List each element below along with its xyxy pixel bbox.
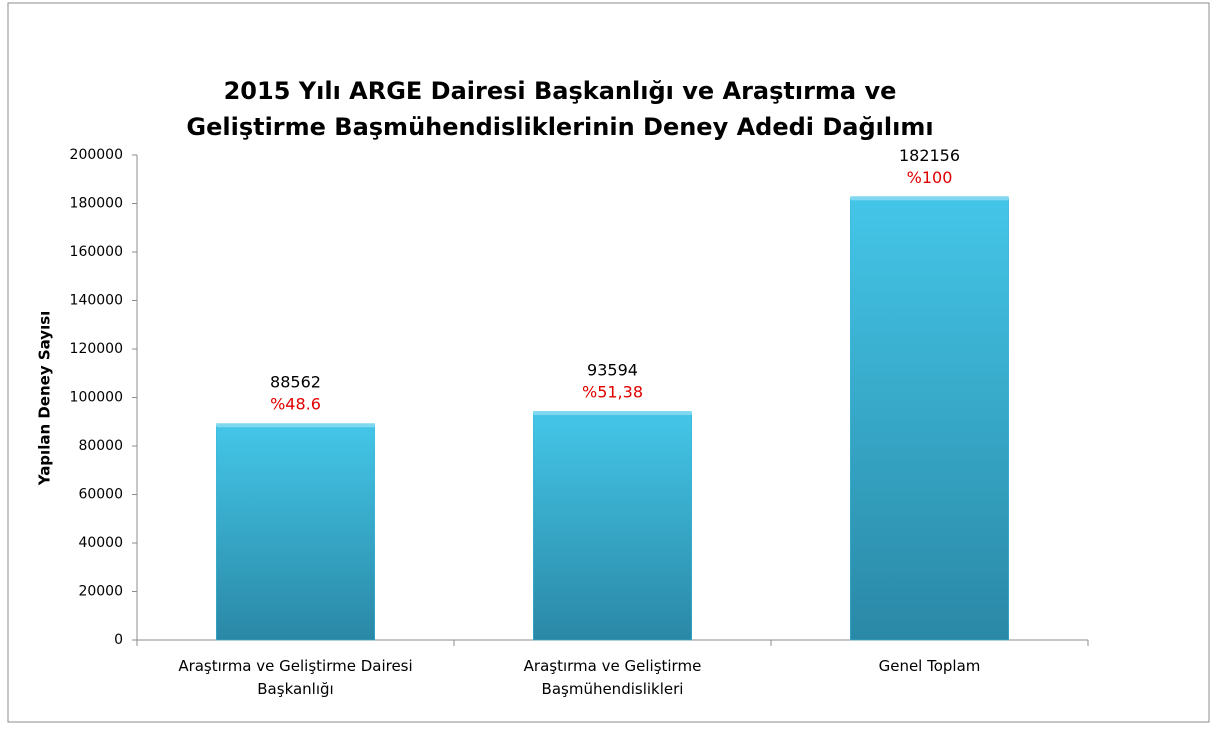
y-tick-label: 60000 [78,487,123,503]
y-tick-label: 140000 [70,293,123,309]
y-tick-label: 200000 [70,147,123,163]
x-tick-label: Genel Toplam [878,657,981,675]
y-axis-label: Yapılan Deney Sayısı [36,311,54,487]
chart-title: 2015 Yılı ARGE Dairesi Başkanlığı ve Ara… [186,77,934,141]
value-label: 182156 [899,146,960,165]
y-tick-label: 20000 [78,584,123,600]
y-tick-label: 80000 [78,438,123,454]
y-tick-label: 0 [114,632,123,648]
percent-label: %100 [907,168,953,187]
y-tick-label: 160000 [70,244,123,260]
x-tick-label: Araştırma ve Geliştirme Dairesi Başkanlı… [178,657,413,698]
bar-cap [850,196,1009,201]
value-label: 88562 [270,373,321,392]
y-tick-label: 100000 [70,390,123,406]
value-label: 93594 [587,361,638,380]
bar-cap [216,423,375,428]
percent-label: %48.6 [270,395,321,414]
bar [216,424,375,641]
bar [533,412,692,641]
bar [850,198,1009,641]
percent-label: %51,38 [582,383,643,402]
y-tick-label: 40000 [78,535,123,551]
x-tick-label: Araştırma ve Geliştirme Başmühendislikle… [523,657,702,698]
y-tick-label: 180000 [70,196,123,212]
y-tick-label: 120000 [70,341,123,357]
bar-cap [533,411,692,416]
